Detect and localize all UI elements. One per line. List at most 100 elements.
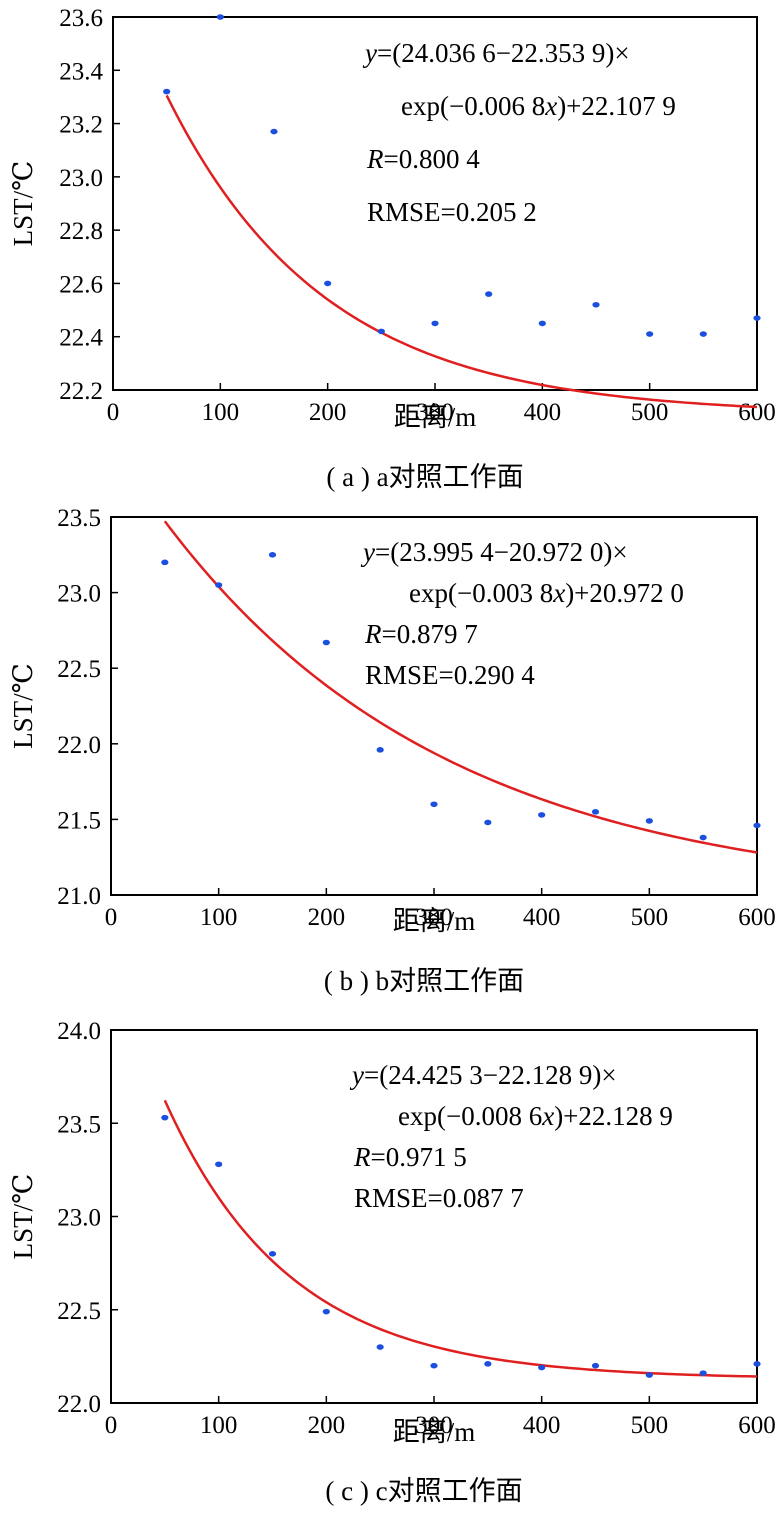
fit-curve [163, 520, 758, 854]
equation-y-symbol: y [349, 1060, 364, 1090]
y-tick-label: 21.0 [57, 883, 101, 910]
x-tick-label: 200 [308, 1412, 346, 1439]
fit-equation-line1: y=(23.995 4−20.972 0)× [360, 537, 628, 567]
data-point [270, 128, 278, 135]
y-tick-label: 22.5 [57, 656, 101, 683]
fit-equation-line2: exp(−0.006 8x)+22.107 9 [401, 91, 676, 121]
x-tick-label: 300 [416, 399, 454, 426]
data-point [538, 812, 546, 818]
x-tick-label: 100 [202, 399, 240, 426]
x-tick-label: 600 [738, 399, 776, 426]
r-symbol: R [366, 144, 384, 174]
data-point [538, 320, 546, 327]
equation-y-symbol: y [360, 537, 375, 567]
correlation-text: R=0.800 4 [366, 144, 480, 174]
x-tick-label: 200 [308, 904, 346, 931]
y-tick-label: 22.8 [59, 218, 103, 245]
y-tick-label: 24.0 [57, 1018, 101, 1045]
equation-body: =(23.995 4−20.972 0)× [375, 537, 628, 567]
y-tick-label: 23.2 [59, 112, 103, 139]
y-tick-label: 22.4 [59, 325, 103, 352]
equation-x-symbol: x [541, 1101, 554, 1131]
data-point [699, 834, 707, 841]
x-tick-label: 400 [523, 904, 561, 931]
x-tick-label: 200 [309, 399, 347, 426]
rmse-text: RMSE=0.087 7 [354, 1183, 524, 1213]
data-point [753, 822, 761, 829]
y-tick-label: 21.5 [57, 807, 101, 834]
r-symbol: R [353, 1142, 371, 1172]
data-point [591, 809, 600, 815]
fit-curve [163, 1099, 758, 1378]
fit-equation-line1: y=(24.425 3−22.128 9)× [349, 1060, 617, 1090]
equation-exp-pre: exp(−0.006 8 [401, 91, 545, 121]
r-value: =0.800 4 [384, 144, 481, 174]
x-tick-label: 400 [523, 1412, 561, 1439]
data-point [699, 1370, 707, 1376]
equation-exp-pre: exp(−0.008 6 [398, 1101, 542, 1131]
x-tick-label: 0 [107, 399, 120, 426]
x-tick-label: 500 [631, 904, 669, 931]
equation-exp-pre: exp(−0.003 8 [409, 578, 553, 608]
x-axis-label: 距离/m [393, 1417, 476, 1447]
data-point [430, 801, 438, 808]
data-point [216, 14, 224, 20]
x-tick-label: 0 [105, 1412, 118, 1439]
data-point [753, 315, 761, 321]
x-tick-label: 0 [105, 904, 118, 931]
y-axis-label: LST/℃ [8, 663, 38, 749]
correlation-text: R=0.971 5 [353, 1142, 467, 1172]
x-tick-label: 600 [738, 1412, 776, 1439]
y-tick-label: 23.5 [57, 505, 101, 532]
data-point [485, 291, 493, 297]
x-tick-label: 500 [631, 399, 669, 426]
data-point [431, 320, 439, 327]
panel-caption: ( b ) b对照工作面 [324, 966, 524, 996]
data-point [161, 1114, 169, 1121]
rmse-text: RMSE=0.205 2 [367, 197, 537, 227]
rmse-text: RMSE=0.290 4 [365, 660, 535, 690]
data-point [376, 1344, 384, 1350]
x-axis-label: 距离/m [394, 402, 477, 432]
equation-exp-post: )+22.128 9 [554, 1101, 673, 1131]
x-tick-label: 100 [200, 904, 238, 931]
data-point [646, 331, 654, 337]
x-tick-label: 100 [200, 1412, 238, 1439]
data-point [215, 582, 223, 588]
x-tick-label: 600 [738, 904, 776, 931]
y-tick-label: 23.5 [57, 1111, 101, 1138]
x-tick-label: 500 [631, 1412, 669, 1439]
data-point [268, 552, 277, 558]
y-tick-label: 22.5 [57, 1298, 101, 1325]
equation-body: =(24.425 3−22.128 9)× [364, 1060, 617, 1090]
chart-panel-1: 0 100 200 300 400 500 600 22.2 22.4 22.6 22.8 23.0 2… [8, 5, 776, 492]
data-point [324, 280, 332, 287]
data-point [376, 747, 384, 753]
y-tick-label: 22.6 [59, 271, 103, 298]
fit-equation-line2: exp(−0.003 8x)+20.972 0 [409, 578, 684, 608]
r-value: =0.879 7 [382, 619, 478, 649]
data-point [322, 639, 330, 646]
y-tick-label: 23.4 [59, 58, 103, 85]
y-axis-label: LST/℃ [8, 1174, 38, 1260]
chart-panel-2: 0 100 200 300 400 500 600 21.0 21.5 22.0 22.5 23.0 2… [8, 505, 776, 996]
data-point [645, 1372, 653, 1378]
data-point [591, 1362, 600, 1369]
x-axis-label: 距离/m [393, 906, 476, 936]
equation-x-symbol: x [544, 91, 557, 121]
y-tick-label: 22.2 [59, 378, 103, 405]
equation-body: =(24.036 6−22.353 9)× [377, 38, 630, 68]
fit-equation-line2: exp(−0.008 6x)+22.128 9 [398, 1101, 673, 1131]
data-point [592, 301, 600, 308]
data-point [484, 1361, 492, 1367]
y-tick-label: 23.0 [59, 165, 103, 192]
panel-caption: ( c ) c对照工作面 [325, 1476, 522, 1506]
r-value: =0.971 5 [371, 1142, 467, 1172]
correlation-text: R=0.879 7 [364, 619, 478, 649]
x-tick-label: 400 [524, 399, 562, 426]
equation-exp-post: )+22.107 9 [557, 91, 676, 121]
data-point [645, 818, 653, 824]
y-tick-label: 23.0 [57, 581, 101, 608]
data-point [377, 328, 385, 335]
